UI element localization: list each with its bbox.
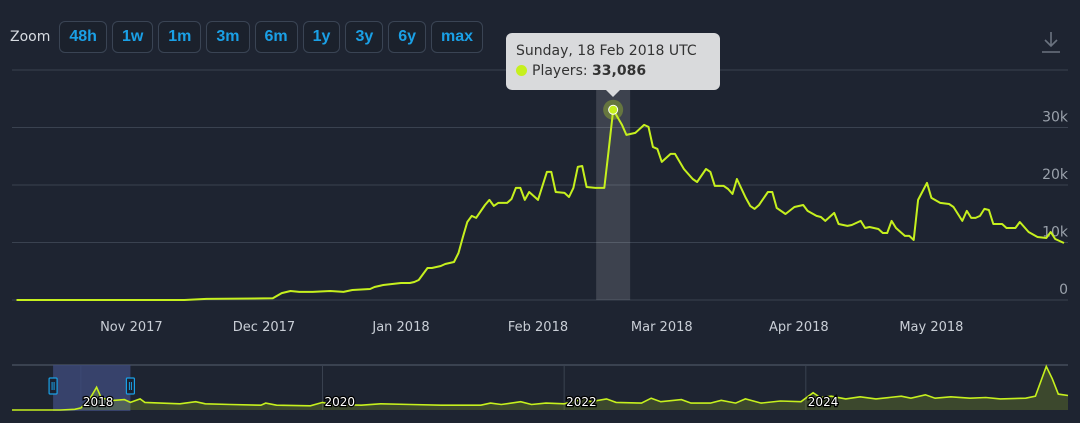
tooltip: Sunday, 18 Feb 2018 UTC Players: 33,086	[506, 33, 720, 97]
y-tick-label: 10k	[1042, 225, 1069, 241]
zoom-1m-button[interactable]: 1m	[158, 21, 202, 53]
x-tick-label: Nov 2017	[100, 320, 163, 335]
series-dot-icon	[516, 65, 527, 76]
y-tick-label: 20k	[1042, 167, 1069, 183]
series-line-players	[16, 108, 1065, 301]
download-icon[interactable]	[1040, 30, 1062, 54]
navigator-selection	[53, 365, 131, 411]
tooltip-value: 33,086	[592, 63, 647, 79]
x-tick-label: Apr 2018	[769, 320, 829, 335]
navigator-handle-right[interactable]	[125, 377, 136, 395]
navigator-year-label: 2024	[808, 395, 839, 409]
zoom-6y-button[interactable]: 6y	[388, 21, 427, 53]
y-tick-label: 30k	[1042, 110, 1069, 126]
navigator-year-label: 2022	[566, 395, 597, 409]
x-tick-label: Dec 2017	[233, 320, 295, 335]
x-tick-label: Jan 2018	[371, 320, 429, 335]
zoom-48h-button[interactable]: 48h	[59, 21, 107, 53]
tooltip-series-label: Players:	[532, 63, 588, 79]
zoom-bar: Zoom 48h 1w 1m 3m 6m 1y 3y 6y max	[10, 21, 484, 53]
navigator-year-label: 2020	[325, 395, 356, 409]
zoom-1w-button[interactable]: 1w	[111, 21, 154, 53]
zoom-label: Zoom	[10, 29, 51, 45]
x-tick-label: Feb 2018	[508, 320, 568, 335]
navigator-handle-left[interactable]	[48, 377, 58, 395]
navigator-area	[12, 366, 1068, 410]
zoom-max-button[interactable]: max	[431, 21, 484, 53]
zoom-1y-button[interactable]: 1y	[302, 21, 341, 53]
tooltip-date: Sunday, 18 Feb 2018 UTC	[516, 43, 697, 59]
highlight-point	[608, 104, 619, 115]
zoom-3y-button[interactable]: 3y	[345, 21, 384, 53]
tooltip-series: Players: 33,086	[516, 61, 710, 81]
x-tick-label: May 2018	[899, 320, 963, 335]
x-tick-label: Mar 2018	[631, 320, 693, 335]
navigator-series-line	[12, 364, 1069, 411]
zoom-6m-button[interactable]: 6m	[254, 21, 298, 53]
navigator-year-label: 2018	[83, 395, 114, 409]
zoom-3m-button[interactable]: 3m	[206, 21, 250, 53]
y-tick-label: 0	[1059, 282, 1068, 298]
